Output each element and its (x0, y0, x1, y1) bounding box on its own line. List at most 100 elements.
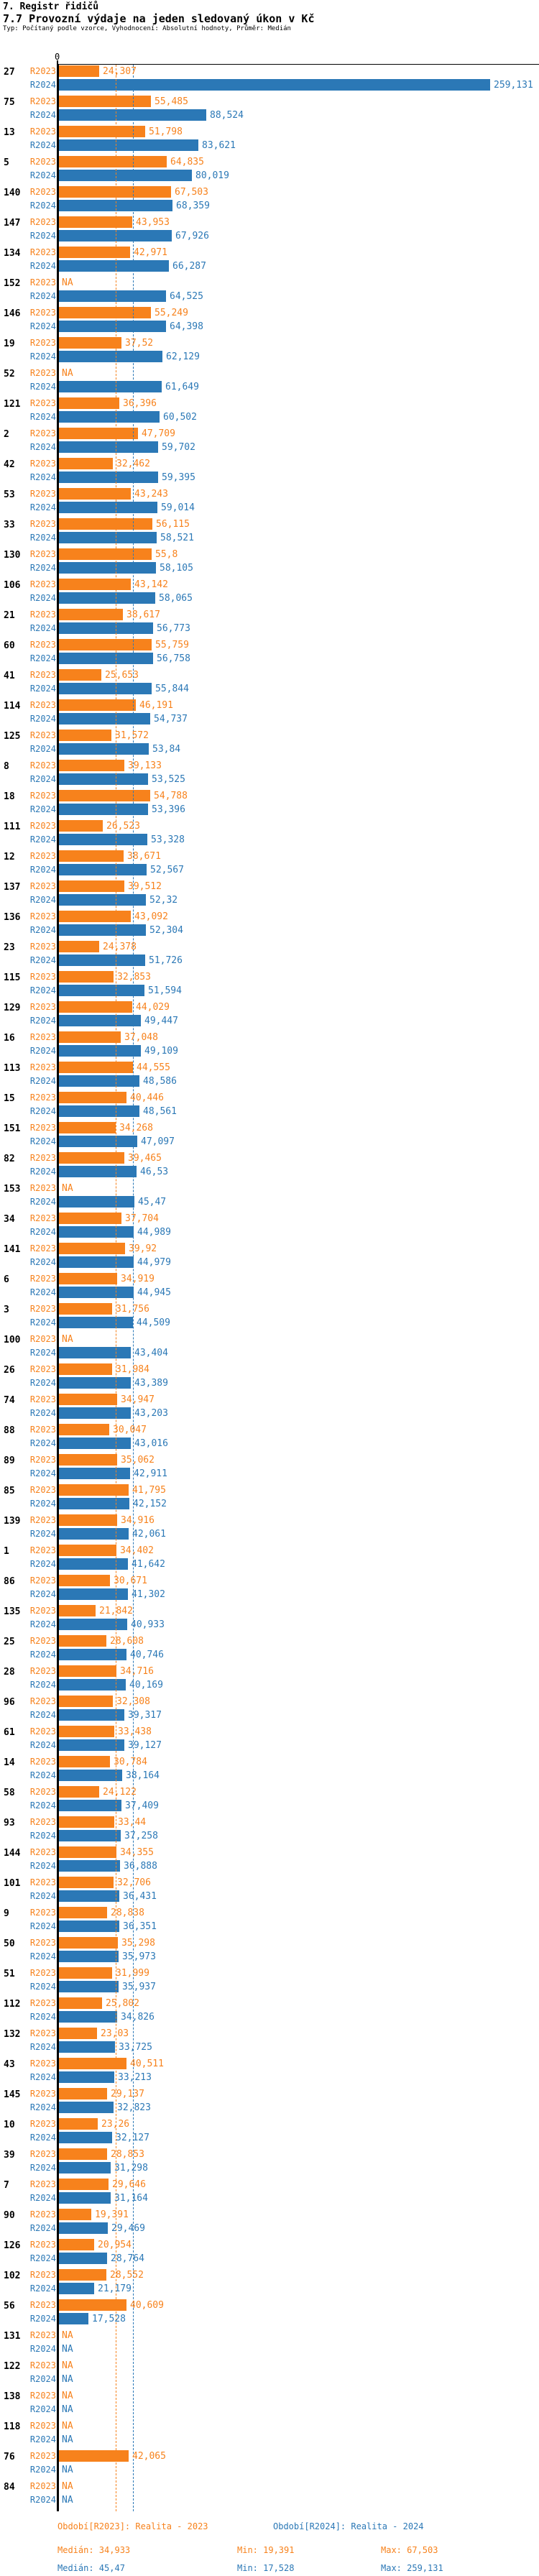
bar-r2024 (59, 773, 148, 785)
row-id-label: 10 (4, 2120, 15, 2130)
bar-r2024 (59, 1377, 131, 1389)
row-id-label: 90 (4, 2210, 15, 2221)
series-label-r2023: R2023 (29, 2300, 56, 2310)
row-id-label: 122 (4, 2361, 21, 2372)
series-label-r2023: R2023 (29, 1032, 56, 1042)
value-label-r2023: 31,572 (115, 730, 149, 741)
value-label-r2023: NA (62, 2421, 73, 2432)
chart-row: 115 R2023 32,853 R2024 51,594 (0, 970, 539, 1000)
value-label-r2023: 42,065 (132, 2451, 166, 2462)
row-id-label: 7 (4, 2180, 9, 2191)
bar-r2023 (59, 639, 152, 650)
bar-r2024 (59, 1890, 119, 1902)
chart-row: 9 R2023 28,838 R2024 36,351 (0, 1906, 539, 1936)
bar-r2023 (59, 1152, 124, 1164)
bar-r2023 (59, 2450, 129, 2462)
series-label-r2023: R2023 (29, 1666, 56, 1676)
value-label-r2024: 52,32 (149, 895, 178, 906)
bar-r2023 (59, 609, 123, 620)
row-id-label: 23 (4, 942, 15, 953)
series-label-r2024: R2024 (29, 2404, 56, 2414)
value-label-r2024: 55,844 (155, 684, 189, 694)
series-label-r2024: R2024 (29, 1529, 56, 1539)
chart-row: 10 R2023 23,26 R2024 32,127 (0, 2117, 539, 2148)
value-label-r2023: NA (62, 2360, 73, 2371)
series-label-r2023: R2023 (29, 1757, 56, 1767)
value-label-r2024: 56,758 (157, 653, 190, 664)
chart-row: 138 R2023 NA R2024 NA (0, 2389, 539, 2419)
row-id-label: 85 (4, 1486, 15, 1496)
bar-r2023 (59, 2058, 126, 2069)
series-label-r2023: R2023 (29, 1394, 56, 1404)
series-label-r2023: R2023 (29, 2360, 56, 2370)
bar-r2023 (59, 1786, 99, 1798)
series-label-r2023: R2023 (29, 881, 56, 891)
legend-period-2024: Období[R2024]: Realita - 2024 (273, 2521, 424, 2531)
row-id-label: 3 (4, 1305, 9, 1315)
value-label-r2023: 30,784 (114, 1757, 147, 1767)
bar-r2023 (59, 1696, 113, 1707)
bar-r2023 (59, 337, 121, 349)
row-id-label: 113 (4, 1063, 21, 1074)
series-label-r2023: R2023 (29, 549, 56, 559)
series-label-r2024: R2024 (29, 684, 56, 694)
chart-row: 26 R2023 31,984 R2024 43,389 (0, 1363, 539, 1393)
series-label-r2023: R2023 (29, 247, 56, 257)
bar-r2024 (59, 2071, 114, 2083)
value-label-r2023: 28,608 (110, 1636, 144, 1647)
bar-r2024 (59, 1679, 126, 1690)
series-label-r2024: R2024 (29, 1348, 56, 1358)
series-label-r2024: R2024 (29, 1136, 56, 1146)
value-label-r2023: 30,671 (114, 1576, 147, 1586)
value-label-r2024: 53,84 (152, 744, 181, 755)
chart-row: 125 R2023 31,572 R2024 53,84 (0, 729, 539, 759)
bar-r2024 (59, 1166, 137, 1177)
series-label-r2024: R2024 (29, 865, 56, 875)
value-label-r2023: 43,092 (134, 911, 168, 922)
value-label-r2024: 48,561 (143, 1106, 177, 1117)
series-label-r2024: R2024 (29, 1619, 56, 1629)
bar-r2023 (59, 1484, 129, 1496)
bar-r2023 (59, 1877, 114, 1888)
bar-r2023 (59, 1635, 106, 1647)
row-id-label: 76 (4, 2452, 15, 2462)
value-label-r2024: 53,328 (151, 834, 185, 845)
value-label-r2023: 40,609 (130, 2300, 164, 2311)
chart-row: 82 R2023 39,465 R2024 46,53 (0, 1151, 539, 1182)
value-label-r2024: 54,737 (154, 714, 188, 724)
row-id-label: 51 (4, 1969, 15, 1979)
legend-max-2024: Max: 259,131 (381, 2563, 443, 2573)
value-label-r2023: 32,706 (117, 1877, 151, 1888)
value-label-r2023: 30,047 (113, 1425, 147, 1435)
bar-r2024 (59, 1619, 127, 1630)
value-label-r2023: 34,916 (121, 1515, 155, 1526)
series-label-r2023: R2023 (29, 368, 56, 378)
series-label-r2023: R2023 (29, 1938, 56, 1948)
chart-row: 33 R2023 56,115 R2024 58,521 (0, 518, 539, 548)
chart-row: 23 R2023 24,378 R2024 51,726 (0, 940, 539, 970)
chart-row: 112 R2023 25,802 R2024 34,826 (0, 1997, 539, 2027)
bar-r2023 (59, 2179, 109, 2190)
value-label-r2024: 36,351 (123, 1921, 157, 1932)
bar-r2023 (59, 1575, 110, 1586)
row-id-label: 140 (4, 188, 21, 198)
row-id-label: 50 (4, 1938, 15, 1949)
value-label-r2023: 31,984 (116, 1364, 149, 1375)
series-label-r2023: R2023 (29, 1726, 56, 1736)
chart-row: 56 R2023 40,609 R2024 17,528 (0, 2299, 539, 2329)
chart-row: 19 R2023 37,52 R2024 62,129 (0, 336, 539, 367)
median-2024-reference-line (133, 65, 134, 2511)
value-label-r2023: 64,835 (170, 157, 204, 167)
bar-r2024 (59, 2253, 107, 2264)
row-id-label: 60 (4, 640, 15, 651)
series-label-r2023: R2023 (29, 1908, 56, 1918)
value-label-r2024: 33,725 (119, 2042, 152, 2053)
value-label-r2023: 33,44 (118, 1817, 147, 1828)
series-label-r2023: R2023 (29, 1606, 56, 1616)
bar-r2024 (59, 2132, 112, 2143)
series-label-r2024: R2024 (29, 774, 56, 784)
series-label-r2023: R2023 (29, 1485, 56, 1495)
value-label-r2023: 43,142 (134, 579, 168, 590)
row-id-label: 6 (4, 1274, 9, 1285)
value-label-r2024: 35,937 (122, 1982, 156, 1992)
